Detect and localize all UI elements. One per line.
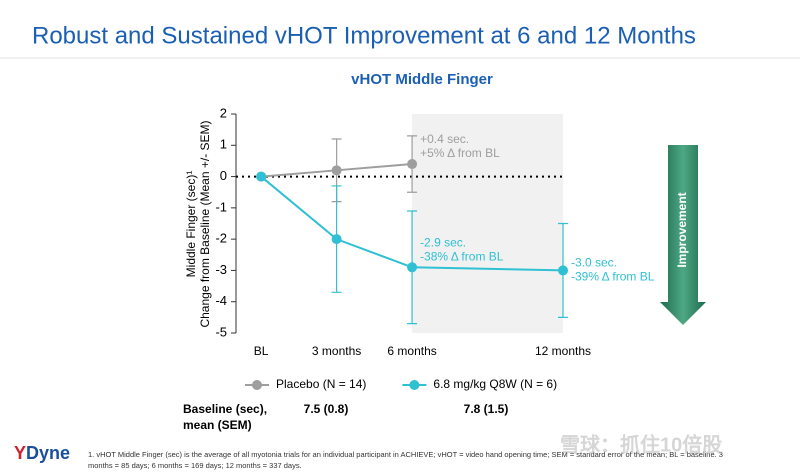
data-point [558,265,568,276]
watermark: 雪球：抓住10倍股 [560,432,722,456]
annotation: -2.9 sec. [420,235,466,249]
arrow-label: Improvement [675,192,689,267]
baseline-placebo: 7.5 (0.8) [304,402,349,416]
chart-title: vHOT Middle Finger [351,71,493,88]
legend-label: 6.8 mg/kg Q8W (N = 6) [433,377,557,391]
y-tick-label: 0 [220,168,227,183]
baseline-treated: 7.8 (1.5) [464,402,509,416]
y-tick-label: -2 [215,231,227,246]
baseline-label: mean (SEM) [183,418,252,432]
annotation: -39% Δ from BL [571,270,655,284]
y-tick-label: 1 [220,137,227,152]
x-tick-label: 12 months [535,344,591,358]
legend-marker [409,380,420,390]
x-tick-label: 6 months [387,344,436,358]
annotation: +0.4 sec. [420,132,469,146]
y-tick-label: -3 [215,262,227,277]
arrow-shape [660,145,706,325]
annotation: -3.0 sec. [571,256,617,270]
logo-mark: Y [14,443,26,463]
legend-label: Placebo (N = 14) [276,377,366,391]
shaded-region [412,114,563,333]
y-tick-label: -5 [215,324,227,339]
data-point [407,159,418,170]
annotation: +5% Δ from BL [420,146,500,160]
baseline-label: Baseline (sec), [183,402,267,416]
series-line [260,175,564,272]
data-point [407,262,418,273]
y-axis-label: Change from Baseline (Mean +/- SEM) [198,120,212,327]
plot: -5 -4 -3 -2 -1 0 1 2 BL 3 months 6 months 12 months… [215,105,654,391]
legend-marker [252,380,262,390]
y-tick-label: 2 [220,105,227,120]
data-point [331,165,342,176]
data-point [331,234,342,245]
slide-title: Robust and Sustained vHOT Improvement at… [32,22,696,49]
y-axis-label: Middle Finger (sec)¹ [184,171,198,278]
annotation: -38% Δ from BL [420,249,504,263]
x-tick-label: 3 months [312,344,361,358]
data-point [256,171,267,182]
footnote: months = 85 days; 6 months = 169 days; 1… [88,461,302,470]
logo-name: Dyne [26,443,70,463]
x-tick-label: BL [254,344,269,358]
improvement-arrow: Improvement [660,145,706,325]
y-tick-label: -4 [215,293,227,308]
y-tick-label: -1 [215,199,227,214]
footnote: 1. vHOT Middle Finger (sec) is the avera… [88,450,723,459]
